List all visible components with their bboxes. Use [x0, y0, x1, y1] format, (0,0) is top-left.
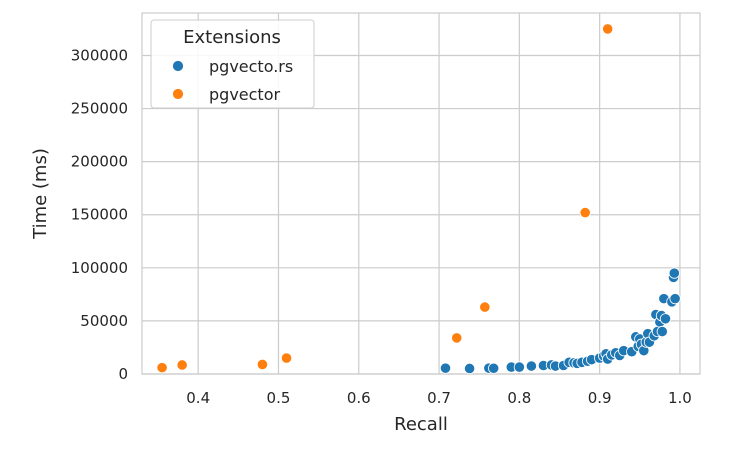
- data-points: [156, 23, 681, 375]
- point-pgvecto-rs: [669, 293, 681, 305]
- legend: Extensions pgvecto.rs pgvector: [150, 19, 315, 109]
- point-pgvector: [156, 362, 168, 374]
- point-pgvecto-rs: [439, 362, 452, 374]
- y-axis-ticks: 0 50000 100000 150000 200000 250000 300000: [71, 46, 128, 383]
- point-pgvector: [280, 352, 293, 364]
- x-tick-label: 0.4: [186, 389, 210, 407]
- point-pgvecto-rs: [668, 267, 680, 279]
- x-tick-label: 0.7: [427, 389, 451, 407]
- legend-marker-pgvecto-rs: [172, 60, 184, 72]
- x-tick-label: 0.9: [588, 389, 612, 407]
- point-pgvector: [256, 358, 269, 371]
- point-pgvector: [579, 207, 591, 219]
- x-tick-label: 1.0: [668, 389, 692, 407]
- x-tick-label: 0.8: [507, 389, 531, 407]
- point-pgvecto-rs: [463, 362, 476, 375]
- x-tick-label: 0.6: [347, 389, 371, 407]
- y-tick-label: 50000: [80, 312, 128, 330]
- point-pgvecto-rs: [525, 360, 537, 372]
- point-pgvector: [479, 301, 491, 313]
- y-axis-label: Time (ms): [30, 148, 51, 240]
- x-tick-label: 0.5: [267, 389, 291, 407]
- point-pgvecto-rs: [656, 325, 668, 338]
- legend-label-pgvecto-rs: pgvecto.rs: [209, 57, 293, 76]
- x-axis-ticks: 0.4 0.5 0.6 0.7 0.8 0.9 1.0: [186, 389, 692, 407]
- legend-marker-pgvector: [172, 88, 184, 100]
- legend-label-pgvector: pgvector: [209, 85, 280, 104]
- point-pgvector: [451, 332, 463, 344]
- point-pgvecto-rs: [659, 313, 672, 325]
- y-tick-label: 100000: [71, 259, 128, 277]
- x-axis-label: Recall: [394, 414, 448, 435]
- point-pgvector: [602, 23, 614, 35]
- point-pgvector: [176, 359, 188, 371]
- y-tick-label: 150000: [71, 206, 128, 224]
- plot-frame: [141, 12, 701, 375]
- legend-title: Extensions: [183, 27, 281, 48]
- y-tick-label: 300000: [71, 46, 128, 64]
- point-pgvecto-rs: [513, 361, 525, 373]
- y-tick-label: 250000: [71, 100, 128, 118]
- grid-lines: [142, 13, 700, 375]
- y-tick-label: 0: [118, 365, 128, 383]
- y-tick-label: 200000: [71, 153, 128, 171]
- legend-box: [150, 19, 315, 109]
- point-pgvecto-rs: [488, 362, 500, 374]
